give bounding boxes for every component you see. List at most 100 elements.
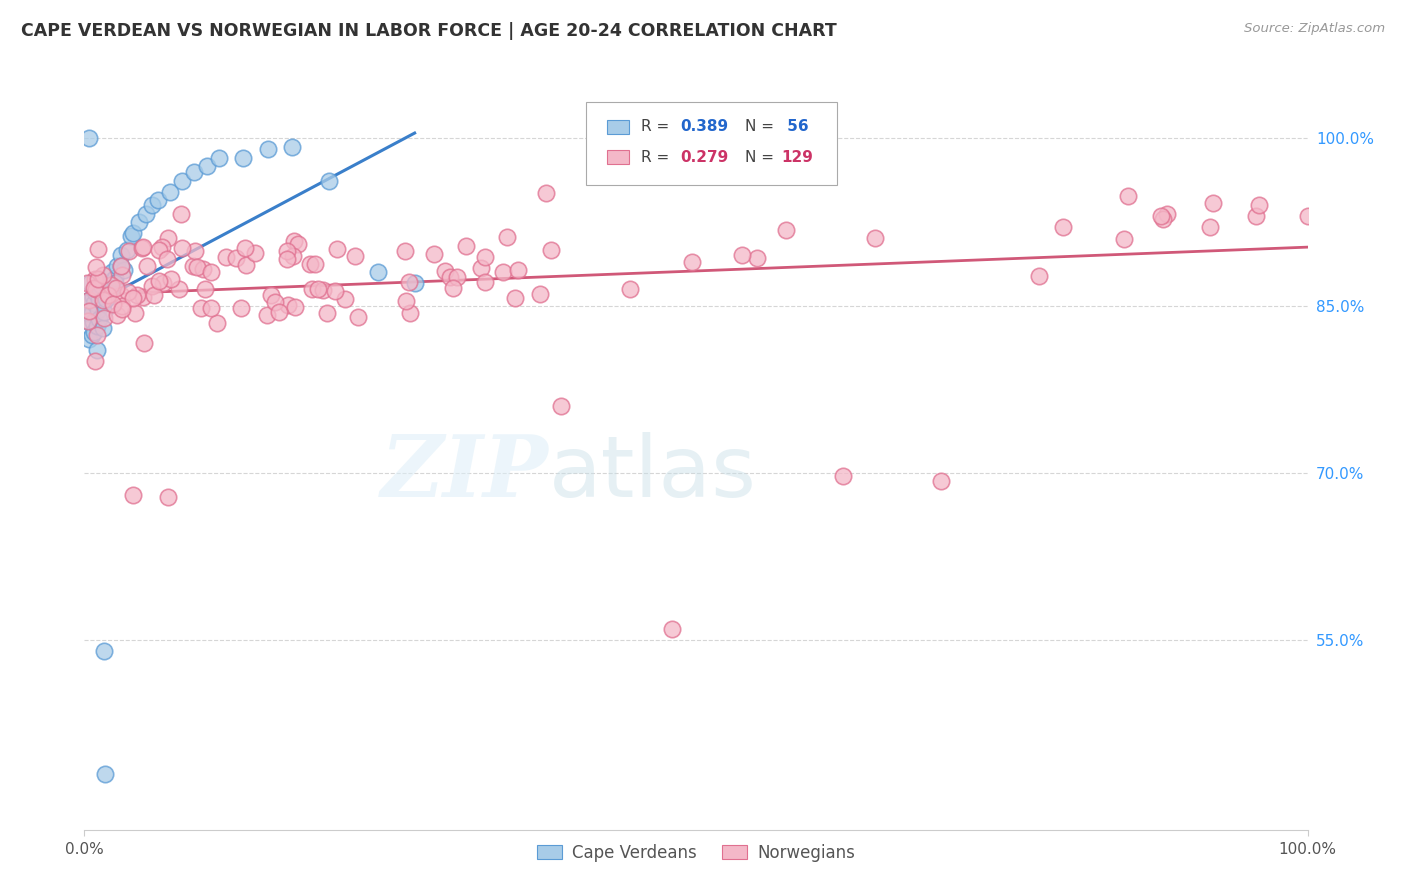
Point	[181, 259, 204, 273]
Point	[124, 306, 146, 320]
Point	[399, 306, 422, 320]
Point	[110, 268, 132, 282]
Point	[492, 265, 515, 279]
Point	[205, 317, 228, 331]
Point	[323, 284, 346, 298]
Point	[105, 260, 128, 274]
Point	[104, 270, 127, 285]
Point	[170, 241, 193, 255]
Point	[186, 260, 208, 274]
Point	[281, 249, 304, 263]
Point	[398, 275, 420, 289]
Point	[1156, 207, 1178, 221]
Point	[1247, 198, 1270, 212]
Point	[661, 622, 683, 636]
Point	[256, 308, 278, 322]
Point	[141, 198, 163, 212]
Point	[1244, 209, 1267, 223]
Point	[146, 193, 169, 207]
Point	[86, 271, 108, 285]
Text: 129: 129	[782, 150, 814, 164]
Point	[97, 288, 120, 302]
Point	[86, 318, 108, 333]
Point	[1114, 232, 1136, 246]
Point	[225, 251, 247, 265]
Point	[260, 287, 283, 301]
Point	[80, 327, 103, 342]
Point	[86, 343, 108, 358]
Point	[82, 290, 104, 304]
Point	[439, 270, 461, 285]
Point	[118, 244, 141, 259]
Point	[110, 248, 132, 262]
Text: CAPE VERDEAN VS NORWEGIAN IN LABOR FORCE | AGE 20-24 CORRELATION CHART: CAPE VERDEAN VS NORWEGIAN IN LABOR FORCE…	[21, 22, 837, 40]
Point	[86, 282, 108, 296]
Point	[104, 277, 127, 291]
Point	[101, 296, 124, 310]
Point	[97, 285, 120, 300]
Text: N =: N =	[745, 120, 779, 134]
Point	[307, 282, 329, 296]
Point	[550, 399, 572, 413]
Point	[135, 207, 157, 221]
Point	[1153, 211, 1175, 226]
Point	[730, 248, 752, 262]
Point	[77, 332, 100, 346]
Point	[200, 301, 222, 315]
Point	[170, 207, 193, 221]
Point	[333, 293, 356, 307]
Point	[91, 296, 114, 310]
Point	[312, 283, 335, 297]
Text: R =: R =	[641, 150, 673, 164]
Point	[269, 305, 291, 319]
Point	[94, 767, 117, 781]
Point	[79, 277, 101, 291]
Point	[76, 314, 98, 328]
Point	[456, 238, 478, 252]
Point	[315, 305, 337, 319]
Point	[235, 258, 257, 272]
Point	[318, 174, 340, 188]
Point	[347, 310, 370, 324]
Point	[619, 281, 641, 295]
Point	[131, 241, 153, 255]
Point	[529, 287, 551, 301]
Point	[287, 236, 309, 251]
Point	[135, 259, 157, 273]
Point	[87, 303, 110, 318]
Point	[264, 294, 287, 309]
Point	[775, 223, 797, 237]
Point	[503, 291, 526, 305]
Point	[276, 244, 298, 258]
Point	[301, 282, 323, 296]
Point	[152, 277, 174, 291]
Point	[89, 285, 111, 300]
Point	[1202, 196, 1225, 211]
Point	[117, 285, 139, 299]
Point	[394, 244, 416, 258]
Point	[474, 250, 496, 264]
Point	[534, 186, 557, 201]
Point	[131, 289, 153, 303]
Point	[93, 310, 115, 325]
Point	[79, 304, 101, 318]
Point	[101, 265, 124, 279]
Point	[91, 321, 114, 335]
Point	[111, 301, 134, 316]
Point	[441, 280, 464, 294]
Point	[120, 229, 142, 244]
Point	[77, 293, 100, 307]
Point	[183, 165, 205, 179]
Point	[1116, 189, 1139, 203]
Point	[87, 242, 110, 256]
Point	[87, 292, 110, 306]
Text: R =: R =	[641, 120, 673, 134]
Point	[160, 272, 183, 286]
Point	[229, 301, 252, 315]
Point	[110, 259, 132, 273]
Point	[172, 174, 194, 188]
Point	[83, 281, 105, 295]
Point	[96, 288, 118, 302]
Point	[142, 288, 165, 302]
Point	[122, 488, 145, 502]
